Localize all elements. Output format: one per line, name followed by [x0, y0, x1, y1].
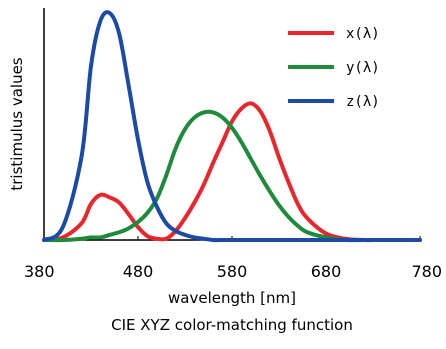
series-line	[42, 101, 422, 243]
x-tick-label: 480	[123, 262, 154, 281]
legend: x(λ) y(λ) z(λ)	[288, 26, 380, 110]
y-axis-label: tristimulus values	[8, 57, 26, 190]
series-line	[42, 109, 422, 243]
chart-title: CIE XYZ color-matching function	[111, 316, 353, 334]
x-tick-label: 380	[24, 262, 55, 281]
series-line	[42, 10, 422, 243]
x-axis-label: wavelength [nm]	[168, 289, 296, 307]
x-tick-label: 580	[217, 262, 248, 281]
series-lines	[42, 10, 422, 243]
legend-label: z(λ)	[346, 94, 380, 110]
plot-area: 380 480 580 680 780	[24, 8, 442, 281]
legend-label: x(λ)	[346, 26, 380, 42]
legend-label: y(λ)	[346, 60, 380, 76]
x-ticks: 380 480 580 680 780	[24, 236, 442, 281]
x-tick-label: 780	[411, 262, 442, 281]
x-tick-label: 680	[311, 262, 342, 281]
